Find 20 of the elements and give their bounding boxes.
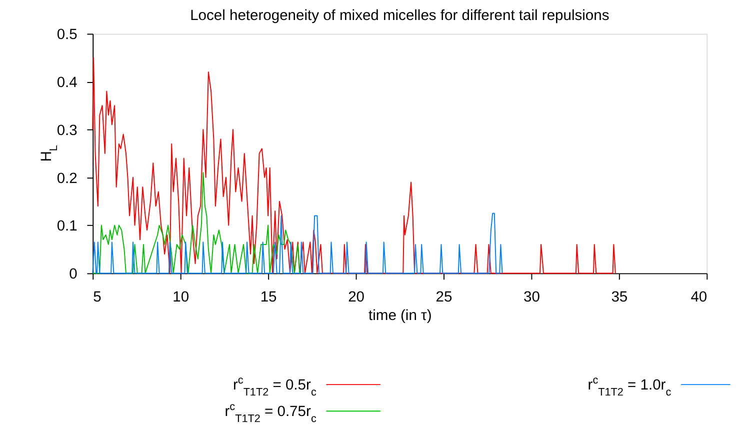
x-axis-title: time (in τ) — [368, 308, 432, 324]
y-tick-label: 0.4 — [56, 75, 78, 92]
y-tick-label: 0.3 — [56, 122, 78, 139]
x-tick-label: 20 — [348, 289, 364, 306]
x-tick-label: 15 — [260, 289, 277, 306]
x-tick-label: 10 — [172, 289, 190, 306]
line-series — [92, 212, 503, 274]
x-tick-label: 30 — [523, 289, 540, 306]
line-series — [92, 57, 616, 274]
chart-title: Locel heterogeneity of mixed micelles for different tail repulsions — [190, 8, 610, 24]
y-tick-label: 0.2 — [56, 170, 78, 187]
y-tick-label: 0 — [69, 266, 78, 283]
x-tick-label: 5 — [93, 289, 102, 306]
x-tick-label: 25 — [436, 289, 452, 306]
y-axis-title: HL — [39, 145, 60, 162]
y-tick-label: 0.1 — [56, 218, 78, 235]
y-tick-label: 0.5 — [56, 27, 78, 44]
x-tick-label: 35 — [611, 289, 628, 306]
x-tick-label: 40 — [690, 289, 708, 306]
line-series — [92, 172, 300, 274]
